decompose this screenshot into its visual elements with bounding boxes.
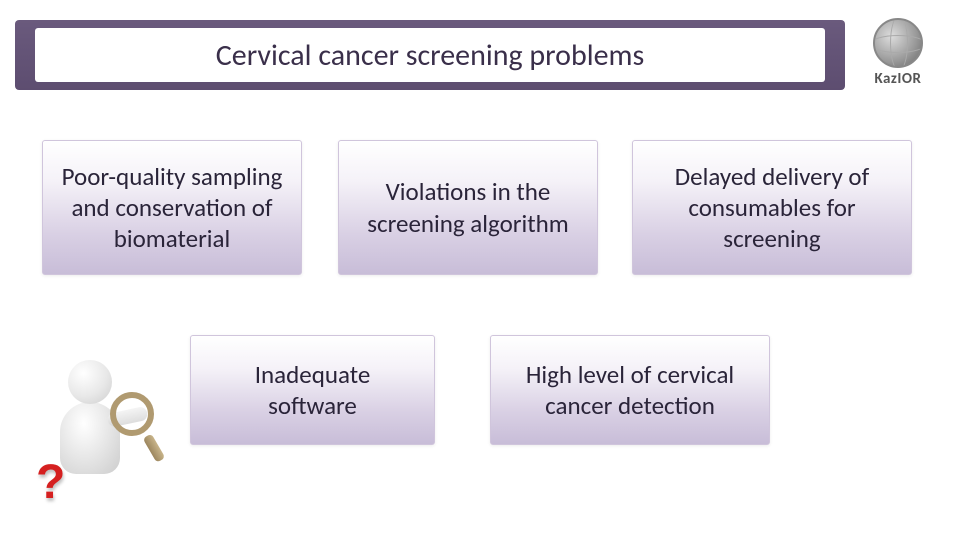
mascot-figure: ?	[30, 350, 170, 510]
title-inner: Cervical cancer screening problems	[35, 28, 825, 82]
title-bar: Cervical cancer screening problems	[15, 20, 845, 90]
problem-card-delivery: Delayed delivery of consumables for scre…	[632, 140, 912, 275]
card-text: Inadequate software	[209, 359, 416, 422]
magnifier-handle	[143, 434, 166, 463]
card-text: Violations in the screening algorithm	[357, 176, 579, 239]
card-text: Delayed delivery of consumables for scre…	[651, 161, 893, 255]
problem-card-algorithm: Violations in the screening algorithm	[338, 140, 598, 275]
figure-head	[68, 360, 112, 404]
globe-icon	[873, 18, 923, 68]
problem-card-detection: High level of cervical cancer detection	[490, 335, 770, 445]
magnifier-icon	[110, 392, 154, 436]
card-text: High level of cervical cancer detection	[509, 359, 751, 422]
problem-card-software: Inadequate software	[190, 335, 435, 445]
question-mark-icon: ?	[36, 455, 65, 510]
card-text: Poor-quality sampling and conservation o…	[61, 161, 283, 255]
logo: KazIOR	[848, 18, 948, 88]
logo-brand: KazIOR	[848, 70, 948, 88]
page-title: Cervical cancer screening problems	[216, 37, 644, 74]
problem-card-sampling: Poor-quality sampling and conservation o…	[42, 140, 302, 275]
